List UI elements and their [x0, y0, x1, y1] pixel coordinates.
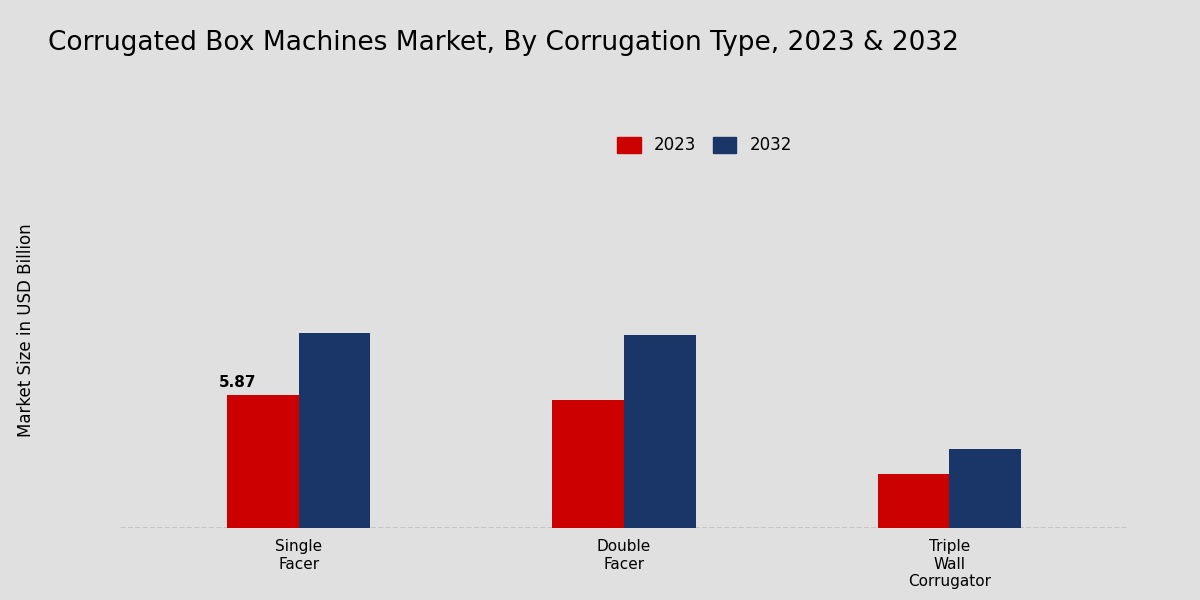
- Bar: [227, 395, 299, 528]
- Bar: [949, 449, 1021, 528]
- Text: Market Size in USD Billion: Market Size in USD Billion: [17, 223, 36, 437]
- Text: 5.87: 5.87: [220, 376, 257, 391]
- Bar: [552, 400, 624, 528]
- Bar: [624, 335, 696, 528]
- Bar: [877, 473, 949, 528]
- Bar: [299, 333, 371, 528]
- Text: Corrugated Box Machines Market, By Corrugation Type, 2023 & 2032: Corrugated Box Machines Market, By Corru…: [48, 30, 959, 56]
- Legend: 2023, 2032: 2023, 2032: [617, 136, 792, 154]
